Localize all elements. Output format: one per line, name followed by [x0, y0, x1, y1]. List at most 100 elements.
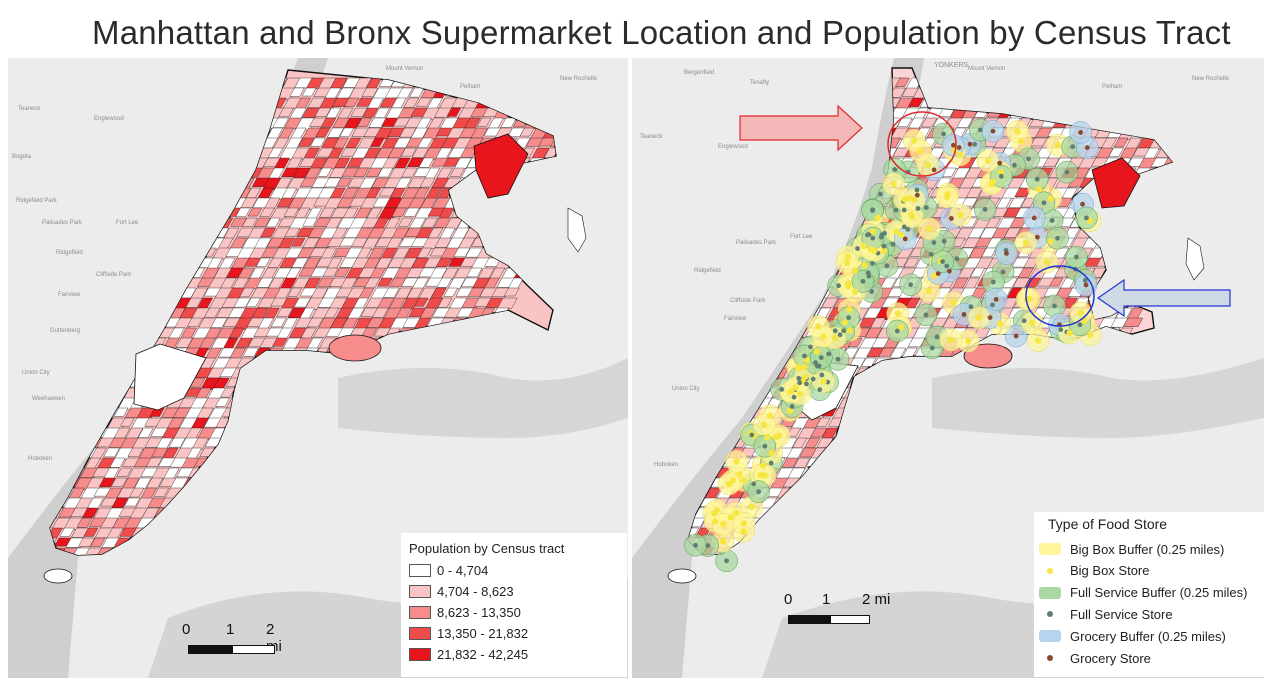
census-tract	[467, 327, 488, 341]
census-tract	[350, 237, 368, 247]
census-tract	[170, 147, 192, 160]
census-tract	[1004, 487, 1024, 499]
census-tract	[1108, 147, 1124, 157]
census-tract	[8, 388, 10, 396]
census-tract	[921, 507, 940, 519]
census-tract	[773, 187, 793, 199]
census-tract	[655, 318, 674, 326]
census-tract	[397, 477, 418, 490]
census-tract	[742, 287, 759, 299]
census-tract	[224, 97, 239, 107]
census-tract	[233, 297, 251, 308]
census-tract	[632, 238, 645, 249]
place-label: New Rochelle	[560, 76, 598, 82]
census-tract	[540, 107, 556, 120]
census-tract	[828, 177, 846, 187]
census-tract	[795, 517, 817, 531]
census-tract	[1111, 227, 1130, 239]
census-tract	[804, 437, 821, 448]
census-tract	[411, 147, 429, 158]
census-tract	[994, 507, 1011, 517]
census-tract	[705, 157, 723, 169]
census-tract	[436, 277, 453, 288]
census-tract	[444, 327, 464, 339]
census-tract	[8, 388, 19, 398]
census-tract	[13, 308, 29, 317]
census-tract	[861, 117, 879, 127]
census-tract	[151, 447, 169, 458]
census-tract	[190, 287, 209, 299]
census-tract	[767, 177, 785, 188]
census-tract	[239, 437, 260, 449]
census-tract	[751, 97, 768, 109]
census-tract	[825, 157, 847, 169]
orchard-beach-shape	[473, 133, 529, 199]
census-tract	[379, 467, 398, 480]
census-tract	[258, 77, 275, 88]
census-tract	[641, 498, 659, 506]
census-tract	[137, 77, 158, 89]
census-tract	[285, 507, 305, 519]
census-tract	[211, 467, 230, 478]
census-tract	[942, 77, 962, 87]
census-tract	[956, 117, 974, 128]
census-tract	[1215, 128, 1230, 137]
census-tract	[659, 178, 679, 188]
census-tract	[917, 407, 933, 417]
census-tract	[807, 147, 826, 159]
census-tract	[51, 277, 69, 291]
census-tract	[919, 467, 938, 479]
census-tract	[146, 147, 167, 160]
census-tract	[800, 507, 820, 521]
census-tract	[153, 247, 171, 257]
census-tract	[58, 267, 75, 278]
census-tract	[226, 157, 245, 169]
census-tract	[846, 77, 865, 89]
census-tract	[715, 117, 733, 131]
census-tract	[23, 288, 42, 298]
census-tract	[918, 77, 936, 89]
census-tract	[1147, 77, 1165, 87]
census-tract	[399, 127, 417, 138]
census-tract	[1017, 267, 1034, 278]
census-tract	[184, 167, 202, 180]
census-tract	[52, 167, 70, 179]
census-tract	[711, 127, 727, 137]
census-tract	[18, 318, 38, 329]
census-tract	[276, 437, 294, 448]
census-tract	[836, 487, 856, 499]
census-tract	[913, 367, 936, 380]
census-tract	[361, 87, 379, 97]
census-tract	[69, 117, 86, 127]
census-tract	[990, 447, 1012, 459]
census-tract	[1164, 197, 1172, 207]
census-tract	[124, 277, 142, 288]
census-tract	[1094, 347, 1112, 358]
census-tract	[50, 437, 67, 448]
census-tract	[589, 108, 606, 119]
census-tract	[706, 417, 726, 430]
census-tract	[1171, 97, 1172, 108]
census-tract	[77, 427, 99, 439]
census-tract	[228, 437, 245, 447]
census-tract	[732, 217, 753, 230]
census-tract	[725, 187, 745, 199]
census-tract	[666, 208, 683, 220]
census-tract	[751, 227, 769, 238]
census-tract	[1118, 147, 1138, 160]
place-label: Pelham	[460, 84, 481, 90]
census-tract	[690, 187, 711, 198]
census-tract	[643, 228, 661, 239]
census-tract	[466, 267, 483, 278]
census-tract	[964, 497, 981, 507]
census-tract	[156, 197, 172, 208]
census-tract	[608, 78, 627, 86]
census-tract	[1154, 217, 1171, 227]
census-tract	[50, 297, 62, 308]
census-tract	[457, 347, 476, 360]
census-tract	[1255, 78, 1264, 88]
census-tract	[1189, 108, 1209, 120]
census-tract	[792, 547, 813, 554]
census-tract	[634, 358, 653, 366]
census-tract	[242, 367, 259, 380]
